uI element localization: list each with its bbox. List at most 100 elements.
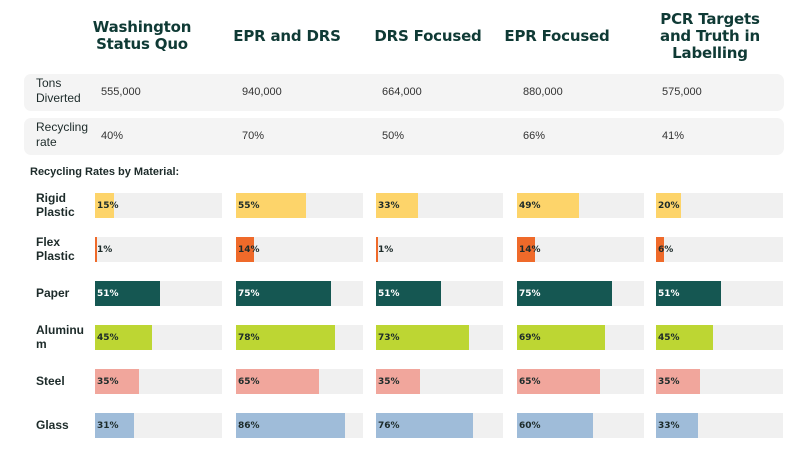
bar	[656, 325, 714, 350]
summary-value: 66%	[523, 130, 546, 142]
bar	[656, 413, 698, 438]
bar-value-label: 1%	[97, 244, 113, 255]
bar-track: 1%	[95, 237, 222, 262]
bar-value-label: 75%	[238, 288, 260, 299]
bar-track: 60%	[517, 413, 644, 438]
summary-value: 575,000	[662, 86, 702, 98]
bar	[517, 281, 613, 306]
summary-row-recycling-rate: Recycling rate 40% 70% 50% 66% 41%	[24, 118, 784, 155]
summary-value: 880,000	[523, 86, 563, 98]
bar	[95, 413, 135, 438]
bar	[656, 281, 721, 306]
bar-track: 14%	[517, 237, 644, 262]
bar-track: 20%	[656, 193, 783, 218]
summary-label: Tons Diverted	[36, 76, 81, 105]
bar	[656, 369, 701, 394]
bar	[376, 193, 418, 218]
material-label: Aluminu m	[36, 323, 84, 351]
bar	[656, 237, 664, 262]
bar-value-label: 73%	[378, 332, 400, 343]
bar-value-label: 33%	[378, 200, 400, 211]
summary-label: Recycling rate	[36, 120, 89, 149]
summary-value: 70%	[242, 130, 265, 142]
bar-value-label: 55%	[238, 200, 260, 211]
material-label: Flex Plastic	[36, 235, 75, 263]
bar	[236, 193, 306, 218]
column-header: EPR Focused	[504, 26, 610, 45]
bar-track: 35%	[95, 369, 222, 394]
summary-value: 940,000	[242, 86, 282, 98]
bar-value-label: 33%	[658, 420, 680, 431]
bar-track: 76%	[376, 413, 503, 438]
bar-track: 33%	[376, 193, 503, 218]
bar	[376, 413, 473, 438]
bar-value-label: 51%	[378, 288, 400, 299]
bar	[376, 281, 441, 306]
bar	[95, 325, 153, 350]
bar-value-label: 45%	[658, 332, 680, 343]
bar-value-label: 35%	[378, 376, 400, 387]
bar-track: 75%	[236, 281, 363, 306]
bar	[376, 325, 469, 350]
bar-track: 45%	[656, 325, 783, 350]
bar-track: 1%	[376, 237, 503, 262]
bar-value-label: 20%	[658, 200, 680, 211]
bar-track: 33%	[656, 413, 783, 438]
bar	[517, 325, 605, 350]
bar	[656, 193, 682, 218]
bar-track: 86%	[236, 413, 363, 438]
material-label: Steel	[36, 374, 65, 388]
bar	[236, 325, 336, 350]
bar-track: 45%	[95, 325, 222, 350]
bar-track: 51%	[95, 281, 222, 306]
bar-track: 51%	[656, 281, 783, 306]
bar	[376, 369, 421, 394]
bar	[95, 369, 140, 394]
bar-value-label: 76%	[378, 420, 400, 431]
bar-track: 55%	[236, 193, 363, 218]
bar-value-label: 14%	[238, 244, 260, 255]
column-header: EPR and DRS	[233, 26, 341, 45]
summary-value: 40%	[101, 130, 124, 142]
bar	[236, 281, 332, 306]
bar-track: 49%	[517, 193, 644, 218]
bar	[95, 281, 160, 306]
column-header: PCR Targets and Truth in Labelling	[660, 9, 760, 62]
bar-value-label: 35%	[658, 376, 680, 387]
column-header: Washington Status Quo	[92, 18, 192, 53]
bar	[236, 413, 346, 438]
bar-value-label: 60%	[519, 420, 541, 431]
bar-value-label: 69%	[519, 332, 541, 343]
bar-value-label: 78%	[238, 332, 260, 343]
bar-track: 65%	[236, 369, 363, 394]
bar	[236, 237, 254, 262]
bar-value-label: 65%	[238, 376, 260, 387]
bar-track: 78%	[236, 325, 363, 350]
bar	[517, 369, 600, 394]
bar-value-label: 51%	[97, 288, 119, 299]
bar-track: 15%	[95, 193, 222, 218]
summary-value: 664,000	[382, 86, 422, 98]
bar-track: 35%	[376, 369, 503, 394]
column-header: DRS Focused	[374, 26, 482, 45]
bar-track: 14%	[236, 237, 363, 262]
bar-value-label: 49%	[519, 200, 541, 211]
material-label: Rigid Plastic	[36, 191, 75, 219]
bar	[236, 369, 319, 394]
summary-value: 555,000	[101, 86, 141, 98]
bar-value-label: 86%	[238, 420, 260, 431]
section-title: Recycling Rates by Material:	[30, 166, 180, 178]
bar	[517, 237, 535, 262]
bar-value-label: 45%	[97, 332, 119, 343]
bar	[95, 193, 115, 218]
bar-track: 31%	[95, 413, 222, 438]
bar-value-label: 31%	[97, 420, 119, 431]
bar-track: 6%	[656, 237, 783, 262]
material-label: Glass	[36, 418, 69, 432]
bar-track: 65%	[517, 369, 644, 394]
bar	[95, 237, 97, 262]
bar-value-label: 14%	[519, 244, 541, 255]
summary-row-tons-diverted: Tons Diverted 555,000 940,000 664,000 880,00…	[24, 74, 784, 111]
bar	[376, 237, 378, 262]
bar-track: 75%	[517, 281, 644, 306]
